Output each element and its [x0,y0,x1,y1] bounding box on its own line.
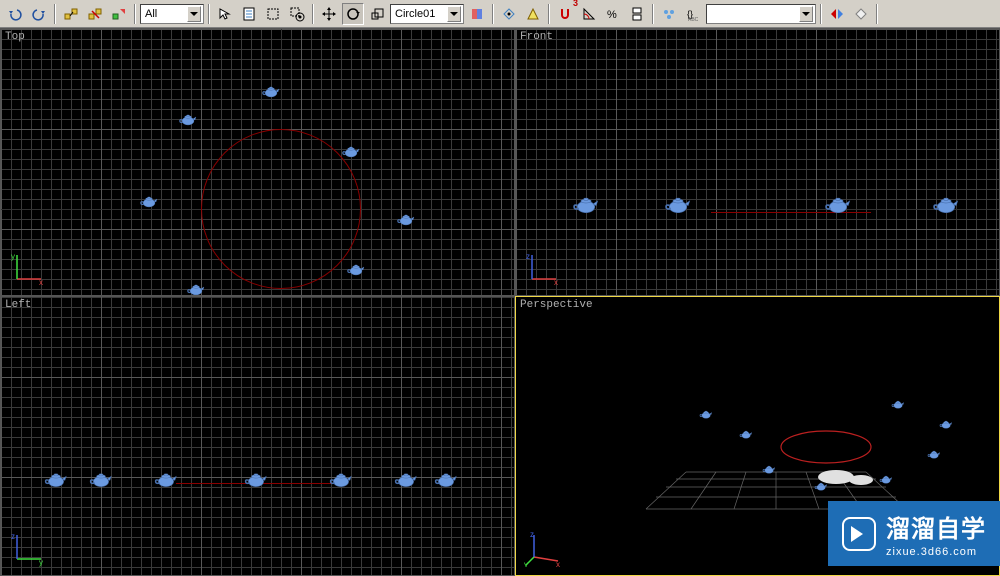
move-button[interactable] [318,3,340,25]
viewport-top[interactable]: Top [0,28,515,296]
teapot-object [243,469,268,489]
teapot-object [88,469,113,489]
viewport-label: Front [520,31,553,43]
axis-gizmo-icon: x y z [524,527,564,567]
separator [134,4,136,24]
object-name-value: Circle01 [395,8,435,20]
axis-gizmo-icon: xy [9,247,49,287]
watermark-title: 溜溜自学 [886,509,986,544]
teapot-object [261,83,281,98]
svg-text:z: z [11,532,15,541]
main-toolbar: All Circle01 3 % {}ABC [0,0,1000,28]
teapot-object [664,193,693,215]
teapot-object [328,469,353,489]
viewport-label: Top [5,31,25,43]
teapot-object [178,111,198,126]
svg-text:z: z [526,252,530,261]
svg-text:y: y [39,558,43,567]
viewport-left[interactable]: Left [0,296,515,576]
scale-button[interactable] [366,3,388,25]
spinner-snap-button[interactable] [626,3,648,25]
select-button[interactable] [214,3,236,25]
axis-gizmo-icon: yz [9,527,49,567]
viewport-label: Left [5,299,31,311]
watermark-badge: 溜溜自学 zixue.3d66.com [828,501,1000,566]
link-button[interactable] [60,3,82,25]
teapot-object [699,408,713,419]
named-selection-combo[interactable] [706,4,816,24]
svg-text:y: y [11,252,15,261]
teapot-object [396,211,416,226]
axis-gizmo-icon: xz [524,247,564,287]
teapot-object [139,193,159,208]
viewport-grid: Top [0,28,1000,576]
undo-button[interactable] [4,3,26,25]
teapot-object [891,398,905,409]
teapot-object [186,281,206,296]
teapot-object [346,261,366,276]
filter-value: All [145,8,157,20]
teapot-object [939,418,953,429]
svg-text:x: x [554,278,558,287]
align-button[interactable] [850,3,872,25]
separator [54,4,56,24]
edit-named-sets-button[interactable]: {}ABC [682,3,704,25]
teapot-object [814,480,828,491]
teapot-object [153,469,178,489]
separator [652,4,654,24]
separator [876,4,878,24]
svg-text:x: x [39,278,43,287]
teapot-object [393,469,418,489]
separator [548,4,550,24]
rotate-button[interactable] [342,3,364,25]
teapot-object [927,448,941,459]
svg-text:z: z [530,530,534,539]
manipulate-button[interactable] [522,3,544,25]
watermark-url: zixue.3d66.com [886,546,986,558]
teapot-object [341,143,361,158]
mirror-button[interactable] [826,3,848,25]
percent-snap-button[interactable]: % [602,3,624,25]
select-by-name-button[interactable] [238,3,260,25]
dropdown-arrow-icon [447,6,461,22]
teapot-object [824,193,853,215]
snap-button[interactable]: 3 [554,3,576,25]
grid-major [516,29,999,295]
teapot-object [572,193,601,215]
angle-snap-button[interactable] [578,3,600,25]
window-crossing-button[interactable] [286,3,308,25]
pivot-center-button[interactable] [498,3,520,25]
teapot-object [932,193,961,215]
teapot-object [433,469,458,489]
ref-coord-button[interactable] [466,3,488,25]
svg-text:x: x [556,560,560,567]
redo-button[interactable] [28,3,50,25]
separator [820,4,822,24]
teapot-object [739,428,753,439]
svg-text:y: y [524,560,528,567]
separator [312,4,314,24]
separator [208,4,210,24]
svg-text:ABC: ABC [688,17,699,22]
named-sets-button[interactable] [658,3,680,25]
viewport-front[interactable]: Front xz [515,28,1000,296]
viewport-label: Perspective [520,299,593,311]
separator [492,4,494,24]
grid-major [1,297,514,575]
svg-text:%: % [607,9,617,21]
unlink-button[interactable] [84,3,106,25]
dropdown-arrow-icon [187,6,201,22]
dropdown-arrow-icon [799,6,813,22]
teapot-object [43,469,68,489]
circle-object [201,129,361,289]
teapot-object [879,473,893,484]
region-select-button[interactable] [262,3,284,25]
teapot-object [762,463,776,474]
bind-button[interactable] [108,3,130,25]
object-name-combo[interactable]: Circle01 [390,4,464,24]
play-icon [842,517,876,551]
selection-filter-combo[interactable]: All [140,4,204,24]
